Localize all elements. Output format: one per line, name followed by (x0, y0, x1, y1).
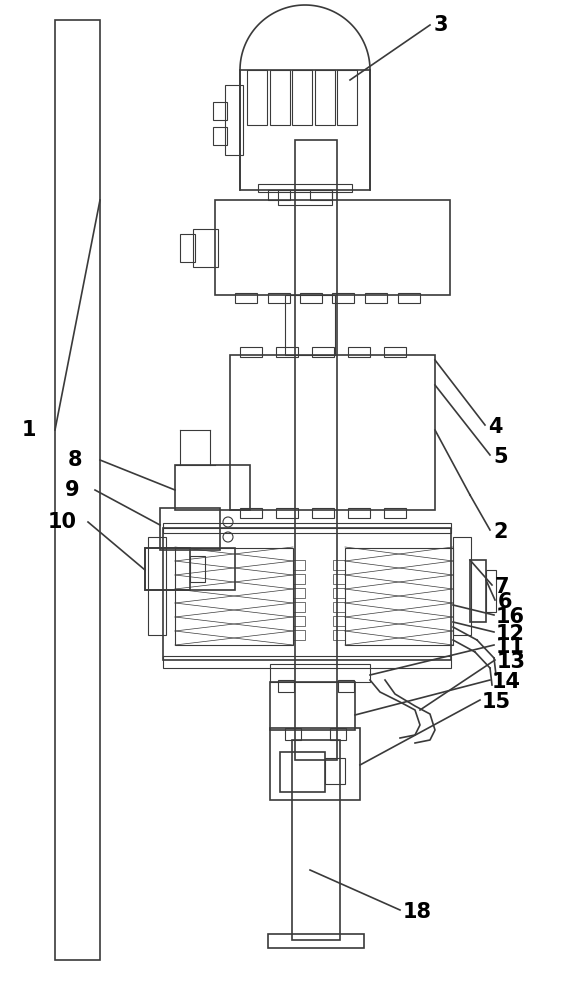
Bar (276, 508, 298, 518)
Bar (295, 140, 337, 760)
Bar (175, 465, 250, 510)
Bar (235, 293, 257, 303)
Bar (285, 728, 301, 740)
Bar (285, 295, 335, 355)
Text: 13: 13 (497, 652, 526, 672)
Text: 12: 12 (496, 624, 525, 644)
Bar (180, 234, 195, 262)
Text: 5: 5 (493, 447, 507, 467)
Bar (215, 200, 450, 295)
Bar (270, 70, 289, 125)
Bar (348, 347, 370, 357)
Bar (270, 728, 360, 800)
Bar (258, 184, 352, 192)
Bar (330, 728, 346, 740)
Bar (293, 616, 305, 626)
Bar (268, 190, 290, 200)
Bar (293, 602, 305, 612)
Bar (333, 602, 345, 612)
Bar (333, 560, 345, 570)
Bar (268, 293, 290, 303)
Bar (348, 508, 370, 518)
Text: 9: 9 (65, 480, 80, 500)
Bar (333, 630, 345, 640)
Text: 14: 14 (492, 672, 521, 692)
Bar (398, 293, 420, 303)
Text: 2: 2 (493, 522, 507, 542)
Text: 3: 3 (434, 15, 448, 35)
Bar (163, 528, 451, 660)
Text: 4: 4 (488, 417, 502, 437)
Bar (190, 556, 205, 582)
Bar (145, 548, 190, 590)
Text: 15: 15 (482, 692, 511, 712)
Text: 16: 16 (496, 607, 525, 627)
Bar (345, 548, 453, 645)
Bar (333, 616, 345, 626)
Bar (145, 548, 235, 590)
Text: 10: 10 (48, 512, 77, 532)
Bar (278, 680, 294, 692)
Bar (384, 508, 406, 518)
Bar (337, 70, 357, 125)
Bar (163, 523, 451, 533)
Text: 11: 11 (496, 637, 525, 657)
Bar (148, 537, 166, 635)
Bar (240, 70, 370, 190)
Text: 18: 18 (403, 902, 432, 922)
Bar (292, 740, 340, 940)
Bar (310, 190, 332, 200)
Bar (470, 560, 486, 622)
Bar (293, 588, 305, 598)
Bar (486, 570, 496, 612)
Bar (175, 548, 293, 645)
Bar (278, 190, 332, 205)
Bar (312, 508, 334, 518)
Bar (160, 508, 220, 550)
Bar (268, 934, 364, 948)
Bar (193, 229, 218, 267)
Bar (312, 347, 334, 357)
Bar (325, 758, 345, 784)
Bar (300, 293, 322, 303)
Bar (240, 508, 262, 518)
Text: 1: 1 (22, 420, 37, 440)
Bar (293, 560, 305, 570)
Bar (280, 752, 325, 792)
Bar (270, 682, 355, 730)
Bar (163, 656, 451, 668)
Bar (333, 588, 345, 598)
Bar (315, 70, 334, 125)
Bar (247, 70, 267, 125)
Bar (333, 574, 345, 584)
Bar (55, 20, 100, 960)
Text: 7: 7 (495, 577, 510, 597)
Text: 6: 6 (498, 592, 513, 612)
Bar (453, 537, 471, 635)
Bar (332, 293, 354, 303)
Text: 8: 8 (68, 450, 83, 470)
Bar (338, 680, 354, 692)
Bar (365, 293, 387, 303)
Bar (293, 630, 305, 640)
Bar (213, 102, 227, 120)
Bar (292, 70, 312, 125)
Bar (230, 355, 435, 510)
Bar (213, 127, 227, 145)
Bar (225, 85, 243, 155)
Bar (270, 664, 370, 682)
Bar (276, 347, 298, 357)
Bar (293, 574, 305, 584)
Bar (384, 347, 406, 357)
Bar (240, 347, 262, 357)
